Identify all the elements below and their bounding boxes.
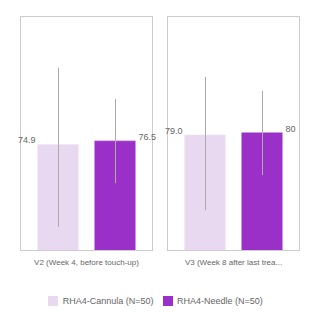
svg-text:79.0: 79.0 (165, 126, 183, 136)
svg-text:80: 80 (286, 124, 296, 134)
svg-text:V3 (Week 8 after last trea...: V3 (Week 8 after last trea... (185, 258, 282, 267)
svg-text:V2 (Week 4, before touch-up): V2 (Week 4, before touch-up) (34, 258, 139, 267)
svg-text:74.9: 74.9 (18, 135, 36, 145)
html-text:RHA4-Cannula (N=50): RHA4-Cannula (N=50) (62, 295, 154, 306)
svg-text:76.5: 76.5 (139, 132, 157, 142)
html-text:RHA4-Needle (N=50): RHA4-Needle (N=50) (177, 295, 263, 306)
